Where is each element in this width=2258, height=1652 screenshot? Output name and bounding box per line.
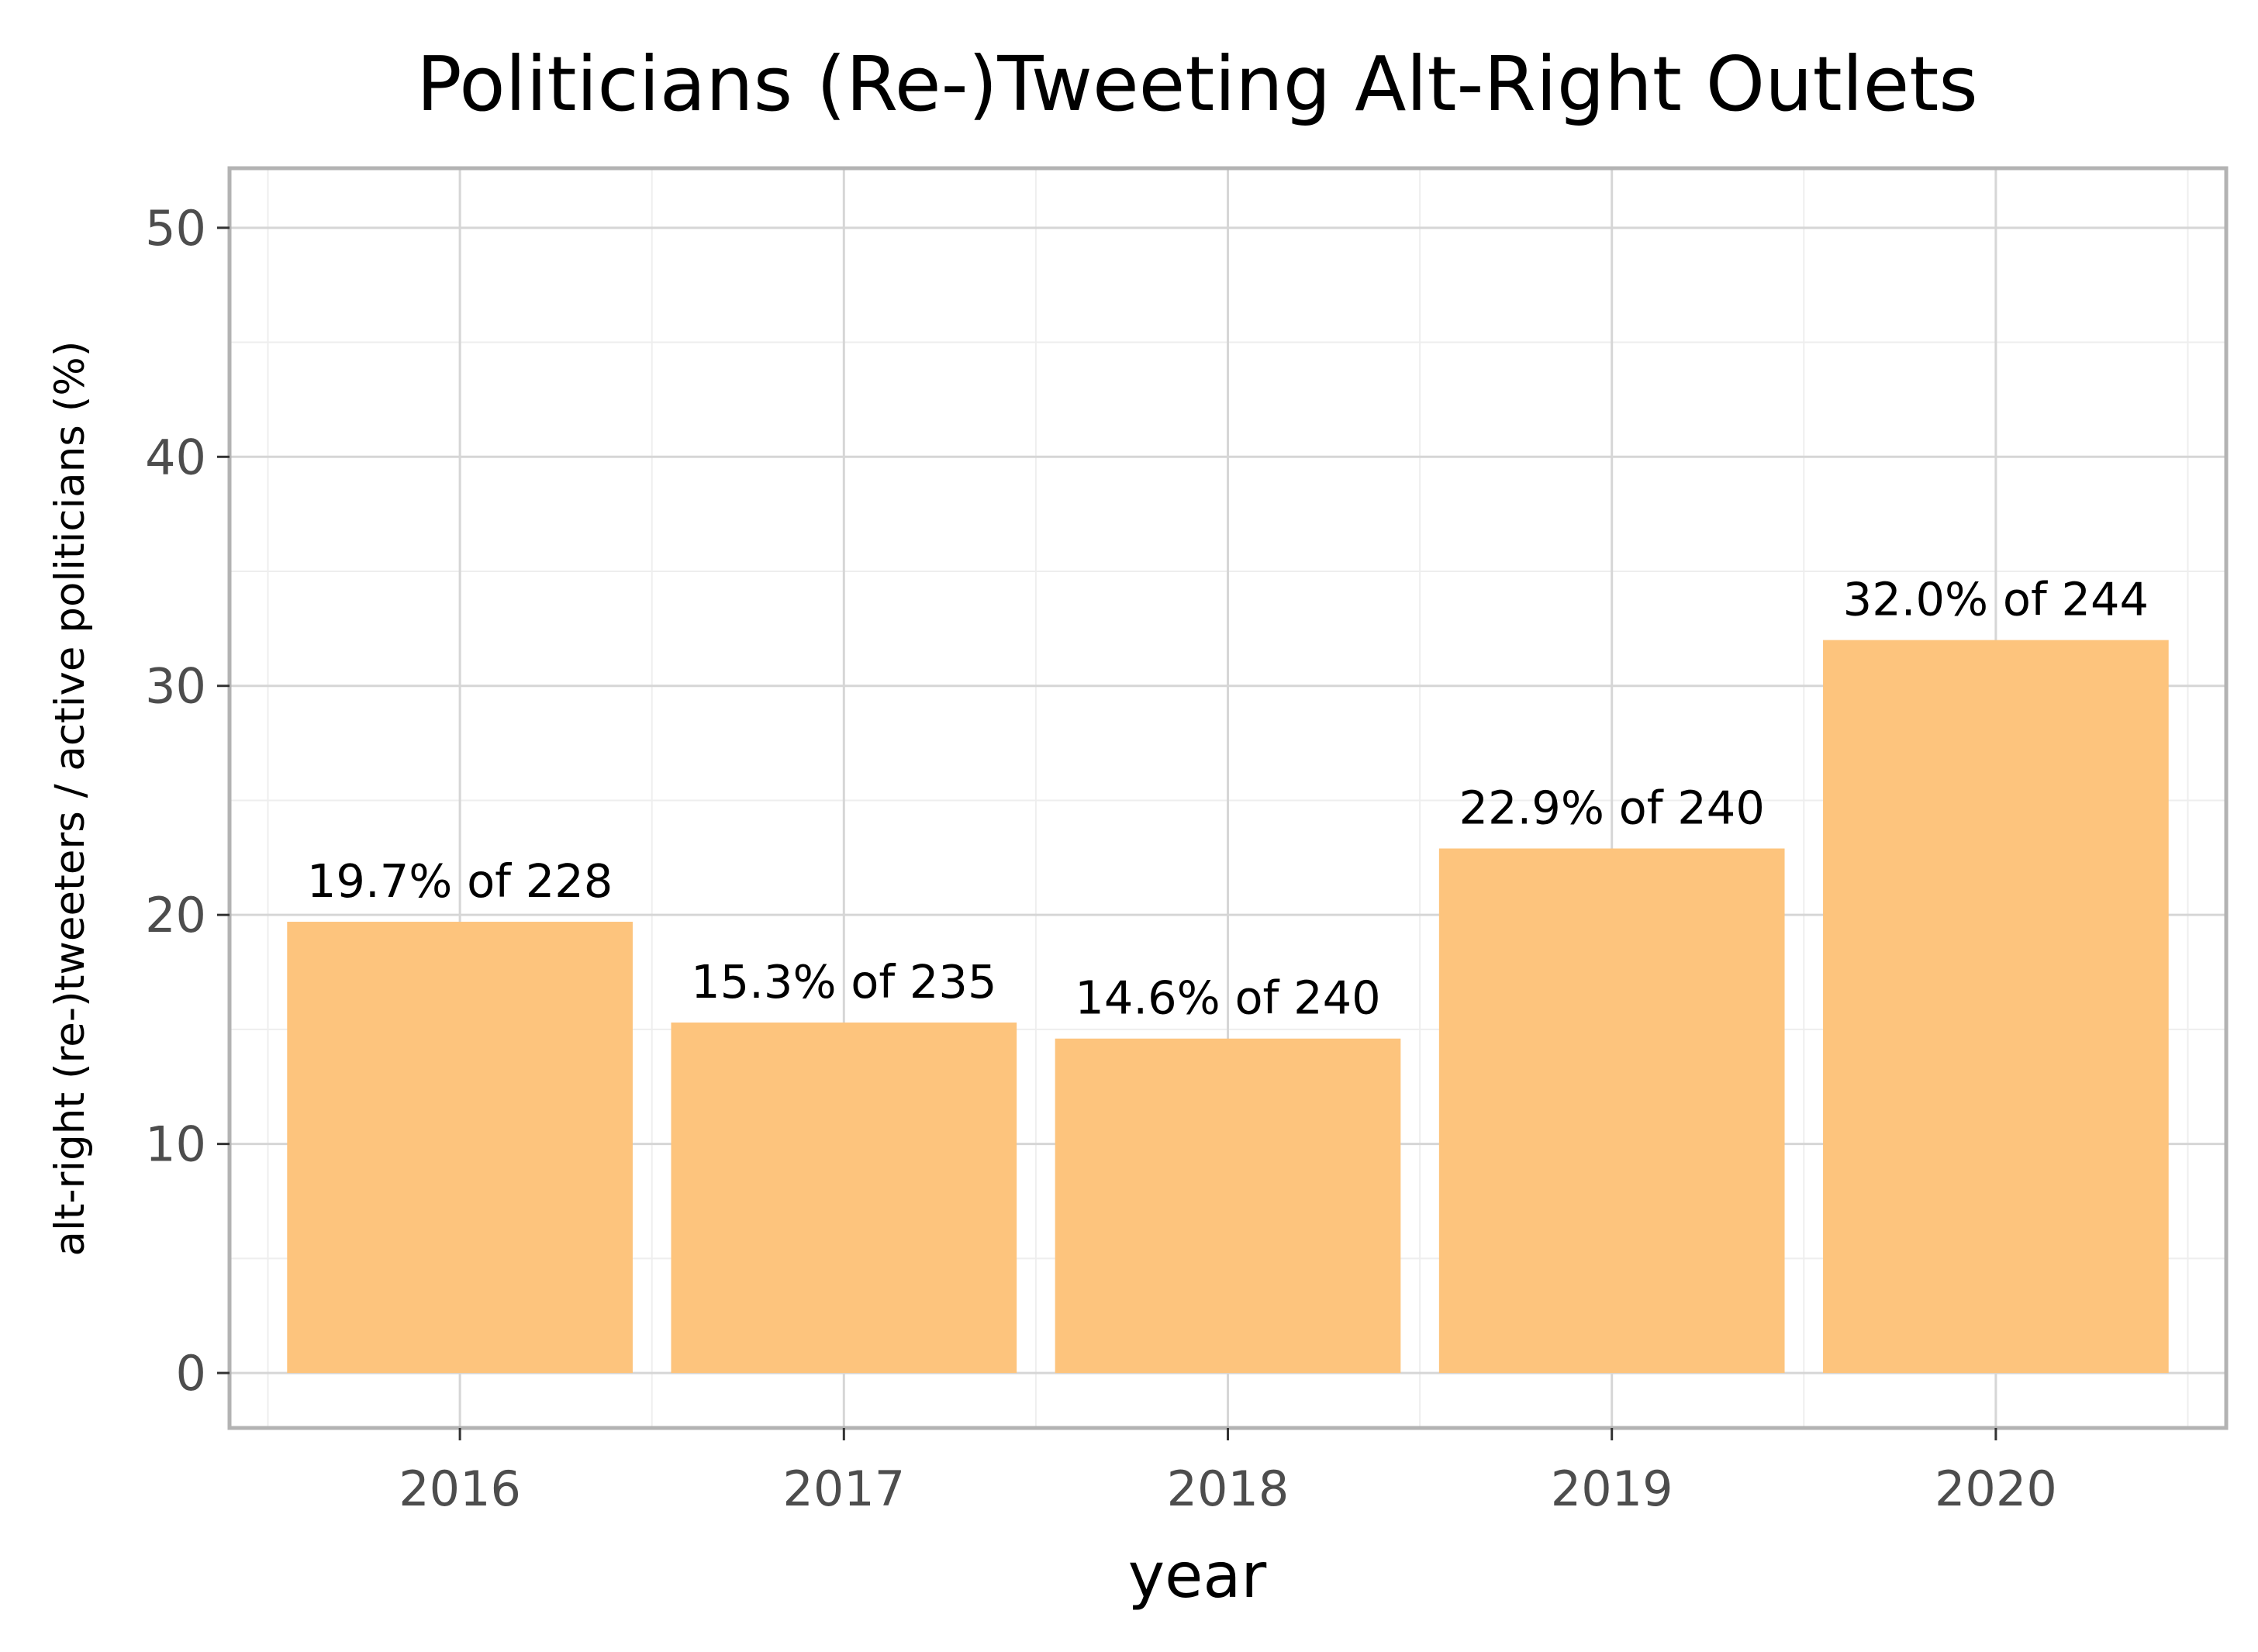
bar-2019: [1438, 848, 1785, 1374]
chart-title: Politicians (Re-)Tweeting Alt-Right Outl…: [416, 40, 1978, 128]
y-tick-label: 20: [145, 887, 206, 943]
y-tick-label: 50: [145, 200, 206, 257]
y-axis-ticks: 0 10 20 30 40 50: [145, 200, 230, 1402]
y-tick-label: 0: [176, 1345, 206, 1402]
y-axis-title: alt-right (re-)tweeters / active politic…: [47, 341, 94, 1257]
bar-2018: [1055, 1038, 1401, 1374]
data-label-2016: 19.7% of 228: [307, 854, 613, 908]
x-tick-label: 2019: [1551, 1461, 1673, 1517]
x-tick-label: 2016: [399, 1461, 521, 1517]
bar-2020: [1823, 640, 2169, 1374]
data-labels: 19.7% of 228 15.3% of 235 14.6% of 240 22.9…: [307, 573, 2149, 1025]
data-label-2018: 14.6% of 240: [1075, 971, 1380, 1025]
bars: [287, 640, 2169, 1374]
y-tick-label: 30: [145, 658, 206, 715]
bar-2017: [671, 1023, 1017, 1374]
y-tick-label: 10: [145, 1116, 206, 1173]
bar-2016: [287, 922, 633, 1374]
data-label-2019: 22.9% of 240: [1459, 781, 1764, 835]
x-axis-title: year: [1128, 1540, 1267, 1612]
data-label-2020: 32.0% of 244: [1843, 573, 2149, 626]
x-axis-ticks: 2016 2017 2018 2019 2020: [399, 1428, 2057, 1517]
x-tick-label: 2017: [782, 1461, 905, 1517]
x-tick-label: 2020: [1935, 1461, 2057, 1517]
data-label-2017: 15.3% of 235: [691, 955, 996, 1009]
y-tick-label: 40: [145, 429, 206, 485]
x-tick-label: 2018: [1167, 1461, 1290, 1517]
